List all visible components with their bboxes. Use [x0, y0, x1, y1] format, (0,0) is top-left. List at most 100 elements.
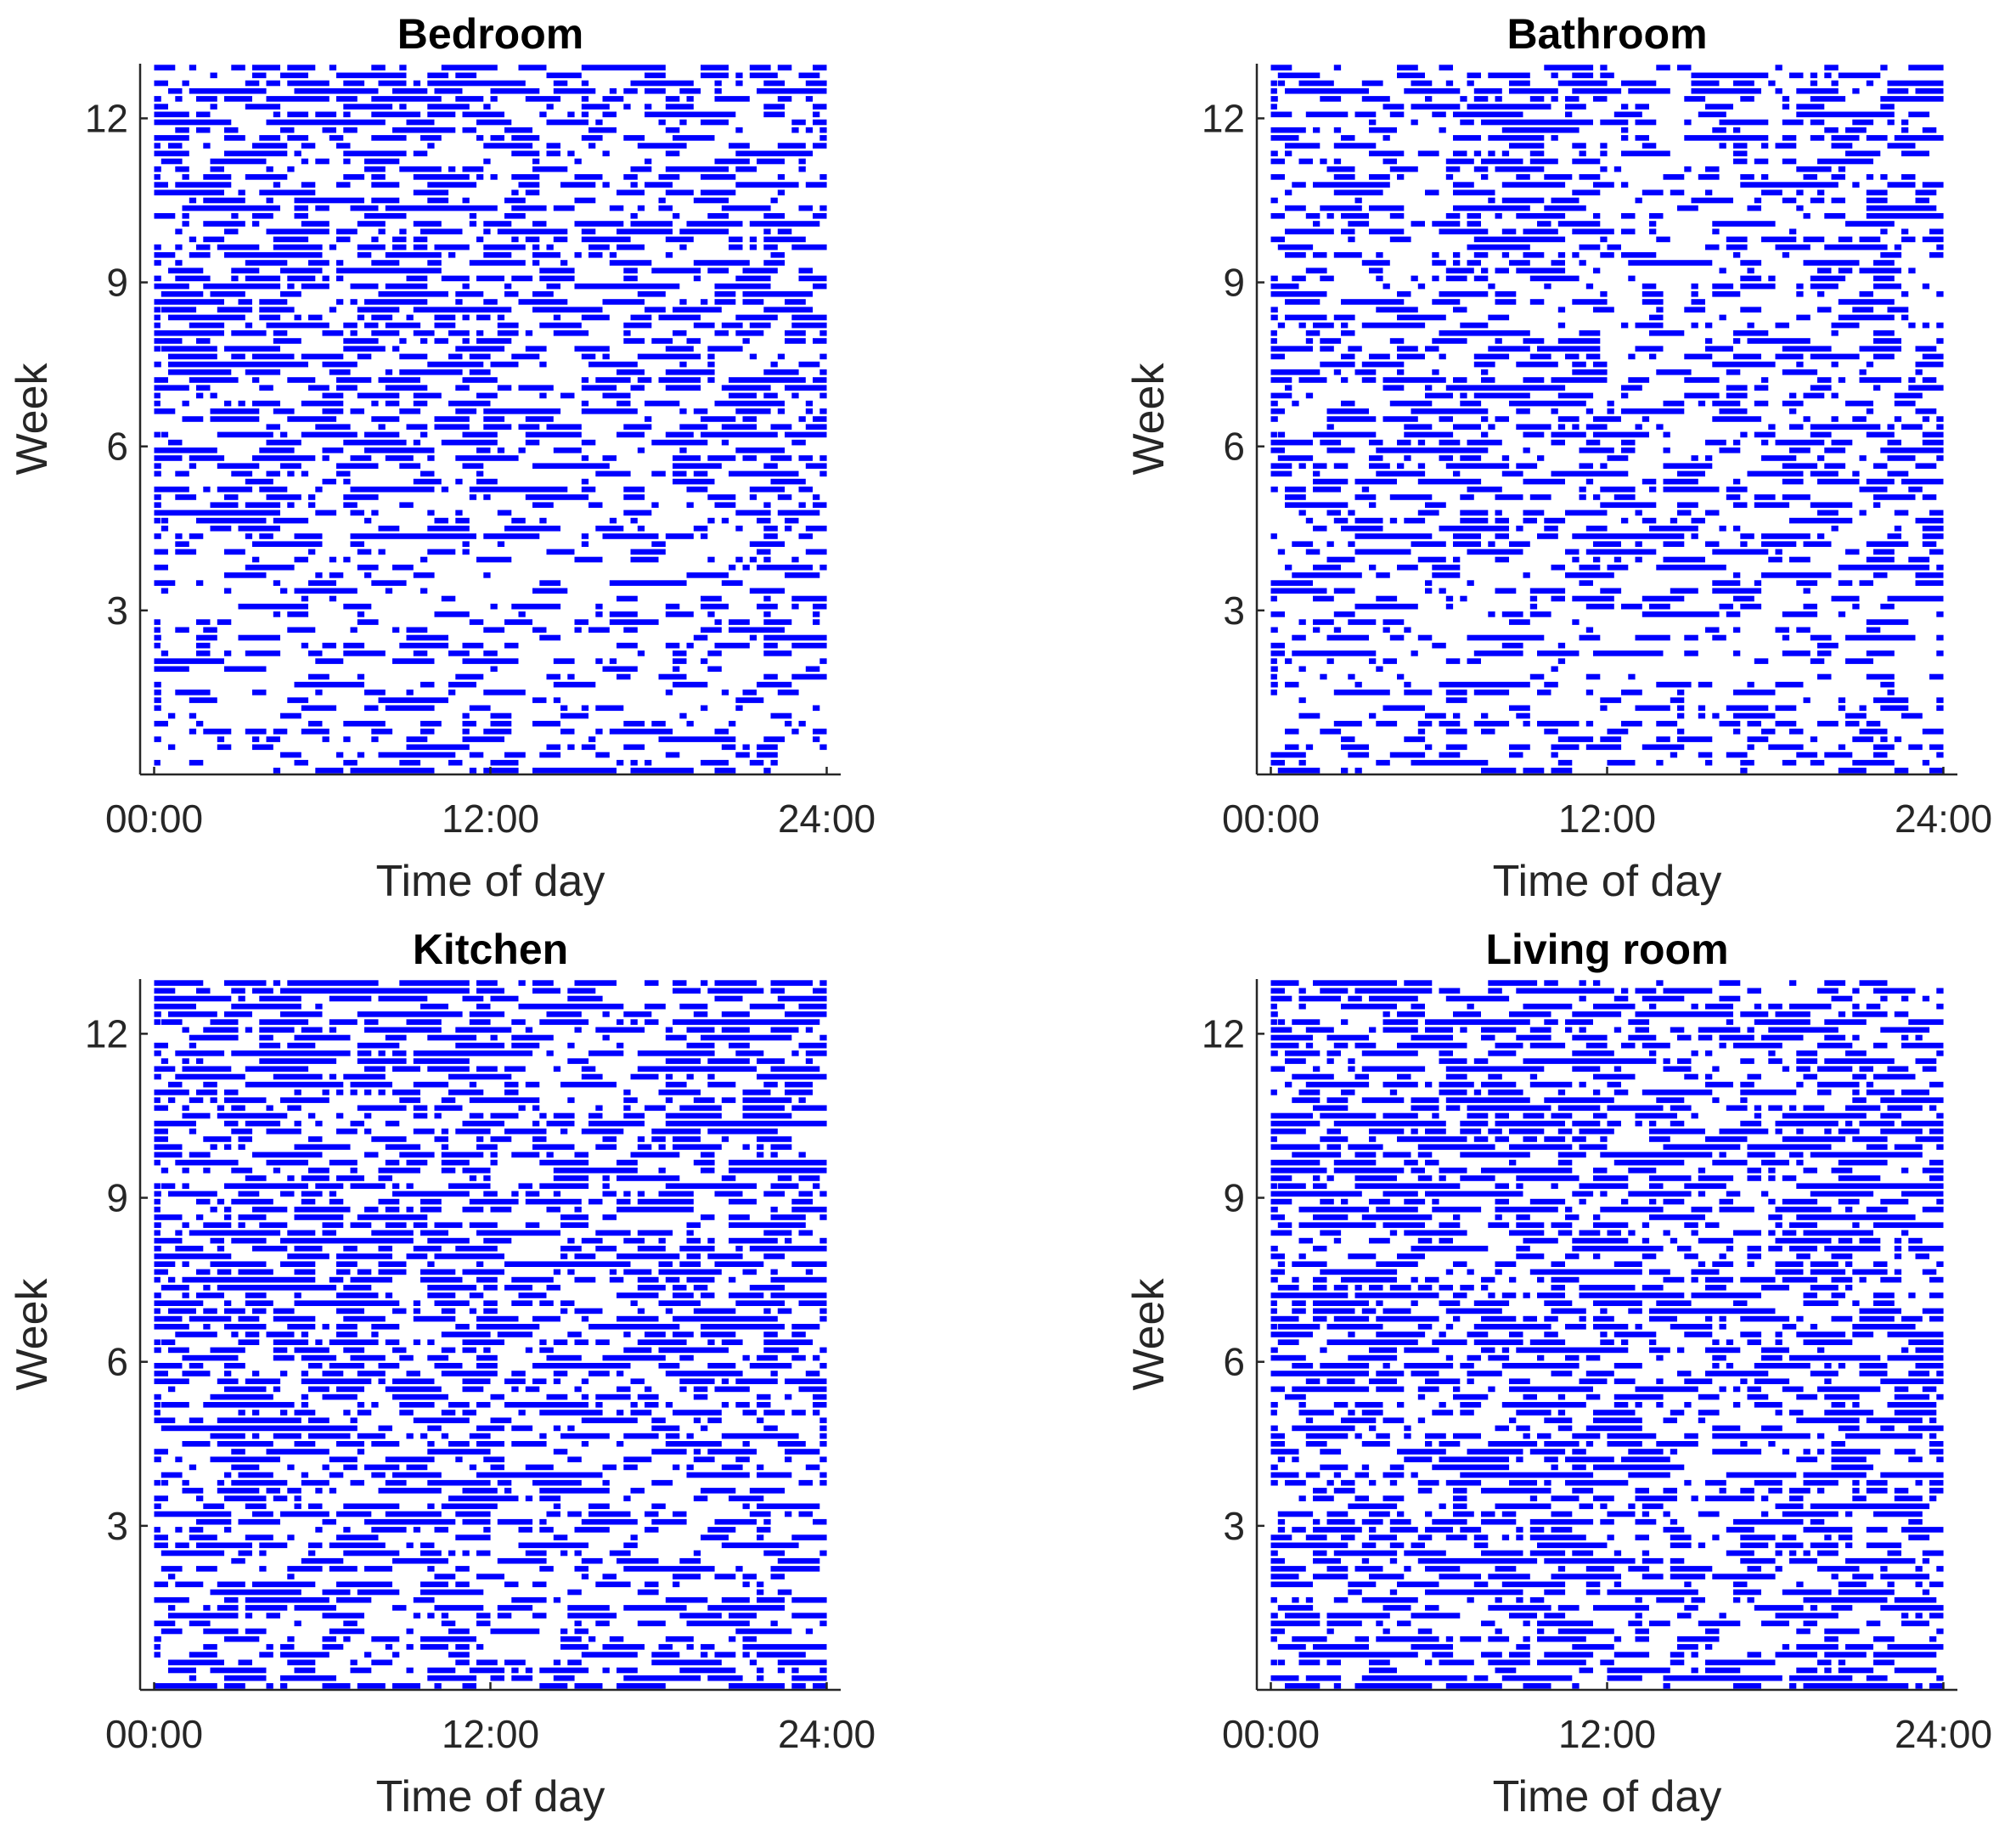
event-mark: [371, 1441, 400, 1447]
event-mark: [406, 275, 428, 282]
event-mark: [645, 759, 652, 766]
event-mark: [1663, 174, 1685, 180]
event-mark: [476, 338, 512, 344]
event-mark: [1488, 346, 1530, 352]
event-mark: [686, 1433, 694, 1439]
event-mark: [413, 1527, 421, 1533]
event-mark: [1453, 150, 1467, 157]
event-mark: [1348, 1066, 1355, 1073]
event-mark: [1270, 470, 1292, 477]
event-mark: [553, 1112, 575, 1119]
event-mark: [1803, 1300, 1839, 1306]
event-mark: [385, 1339, 400, 1345]
event-mark: [1705, 510, 1720, 516]
event-mark: [1320, 338, 1342, 344]
event-mark: [1460, 517, 1489, 524]
event-mark: [673, 988, 701, 994]
event-mark: [1320, 1363, 1370, 1369]
event-mark: [1453, 1261, 1467, 1267]
event-mark: [1572, 87, 1622, 94]
event-mark: [609, 1276, 624, 1283]
event-mark: [1831, 995, 1853, 1002]
event-mark: [1516, 988, 1614, 994]
event-mark: [1712, 127, 1726, 133]
event-mark: [1529, 1518, 1594, 1525]
event-mark: [252, 1371, 260, 1377]
event-mark: [1354, 603, 1418, 610]
event-mark: [154, 980, 204, 986]
event-mark: [462, 1410, 476, 1416]
event-mark: [378, 752, 456, 758]
event-mark: [1915, 1347, 1944, 1354]
event-mark: [602, 111, 617, 118]
event-mark: [189, 455, 225, 461]
event-mark: [1684, 166, 1692, 172]
event-mark: [1529, 1534, 1586, 1540]
event-mark: [735, 127, 743, 133]
event-mark: [1782, 119, 1804, 126]
event-mark: [1313, 1527, 1362, 1533]
event-mark: [1473, 720, 1510, 727]
event-mark: [805, 1371, 820, 1377]
event-mark: [483, 299, 498, 305]
event-mark: [617, 369, 645, 375]
event-mark: [175, 690, 211, 695]
event-mark: [1803, 1073, 1817, 1080]
event-mark: [154, 1129, 168, 1134]
event-mark: [1495, 1667, 1517, 1674]
event-mark: [1425, 1441, 1433, 1447]
event-mark: [1880, 1574, 1930, 1579]
event-mark: [1376, 1207, 1418, 1213]
event-mark: [1529, 1042, 1566, 1049]
event-mark: [1495, 1214, 1502, 1220]
event-mark: [1313, 322, 1334, 329]
event-mark: [1936, 1393, 1944, 1400]
event-mark: [665, 611, 694, 617]
event-mark: [385, 205, 498, 211]
event-mark: [154, 1237, 183, 1244]
event-mark: [357, 1042, 400, 1049]
event-mark: [385, 455, 414, 461]
event-mark: [1488, 135, 1545, 141]
event-mark: [777, 228, 792, 234]
event-mark: [651, 1479, 673, 1486]
event-mark: [1691, 197, 1733, 204]
event-mark: [1845, 634, 1916, 641]
event-mark: [160, 588, 169, 594]
event-mark: [791, 1613, 827, 1619]
event-mark: [336, 1089, 344, 1095]
event-mark: [553, 448, 582, 453]
event-mark: [1621, 1042, 1636, 1049]
event-mark: [203, 1628, 239, 1635]
event-mark: [1901, 150, 1929, 157]
event-mark: [343, 720, 386, 727]
event-mark: [315, 1003, 323, 1010]
event-mark: [196, 619, 211, 625]
event-mark: [1389, 1089, 1398, 1095]
event-mark: [637, 143, 687, 149]
event-mark: [665, 252, 673, 258]
event-mark: [1740, 431, 1748, 438]
event-mark: [1635, 1112, 1677, 1119]
event-mark: [434, 1222, 463, 1228]
event-mark: [1775, 549, 1782, 555]
event-mark: [553, 1449, 568, 1455]
event-mark: [1621, 448, 1636, 453]
event-mark: [757, 1534, 764, 1540]
event-mark: [476, 330, 484, 336]
event-mark: [210, 1589, 301, 1596]
event-mark: [1754, 580, 1762, 586]
event-mark: [1593, 1175, 1629, 1181]
event-mark: [693, 322, 715, 329]
event-mark: [1529, 1198, 1566, 1205]
event-mark: [735, 314, 778, 321]
event-mark: [1361, 260, 1390, 266]
event-mark: [1270, 1214, 1285, 1220]
event-mark: [1887, 143, 1916, 149]
event-mark: [665, 1596, 708, 1603]
event-mark: [1551, 666, 1558, 673]
event-mark: [217, 1198, 225, 1205]
event-mark: [399, 1410, 414, 1416]
event-mark: [539, 580, 561, 586]
event-mark: [1775, 1207, 1832, 1213]
